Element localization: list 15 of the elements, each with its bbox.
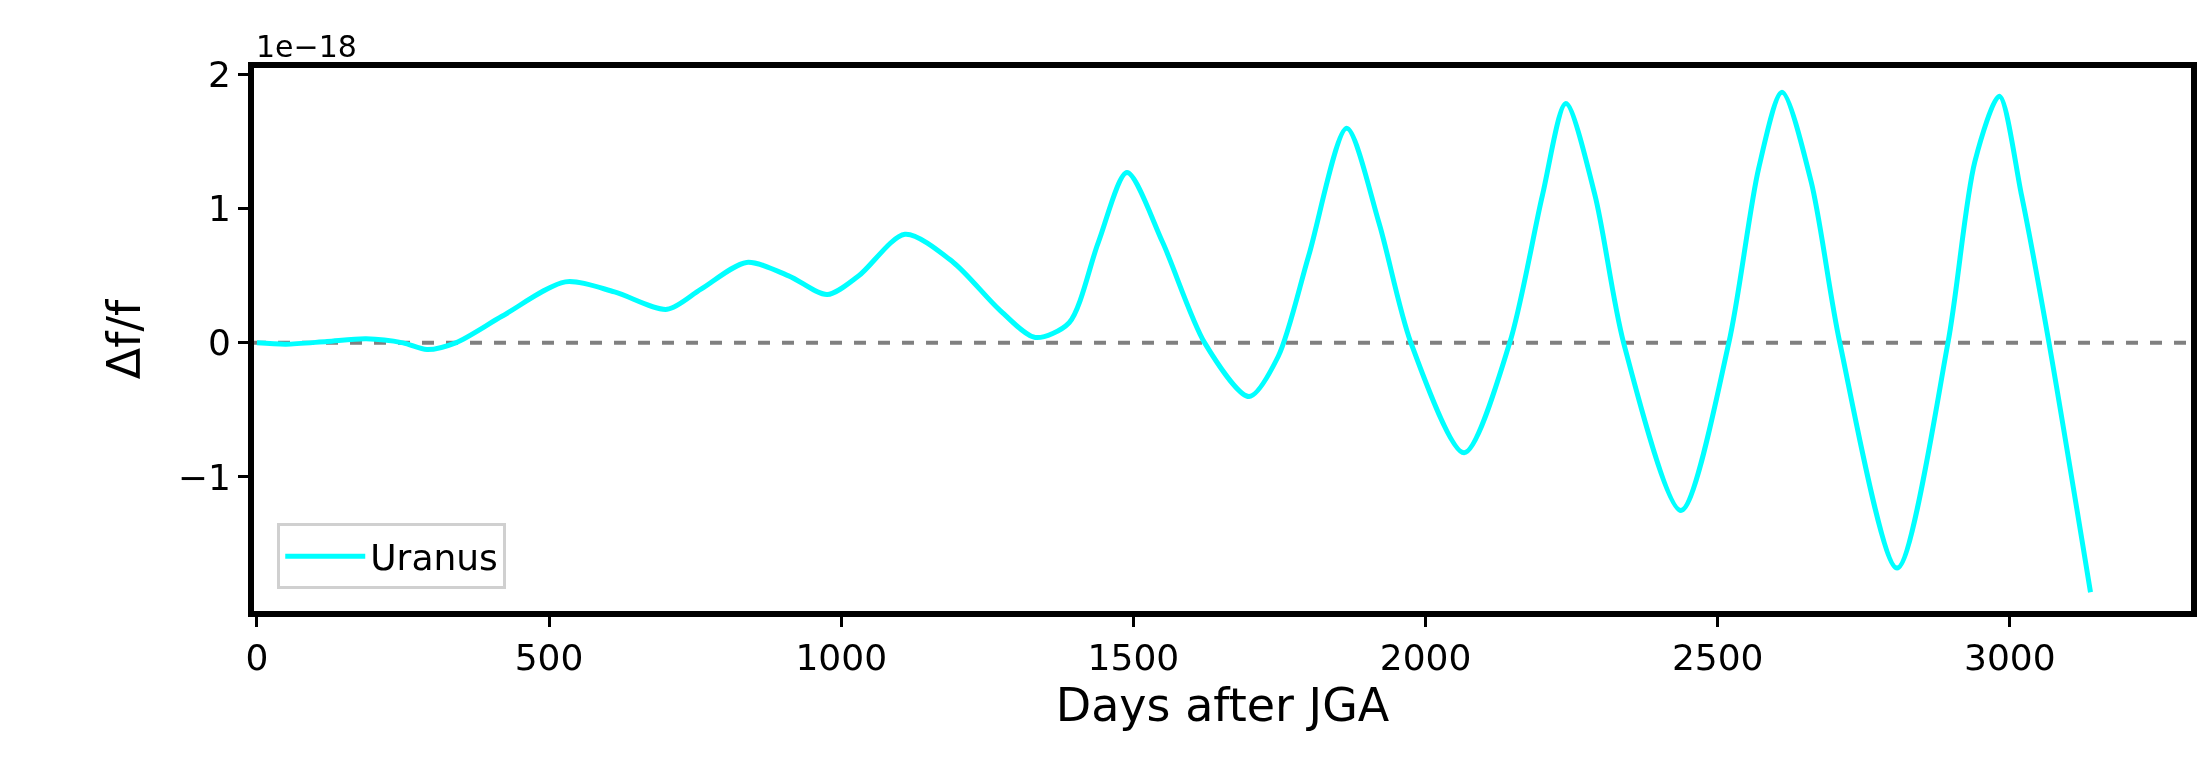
legend-label: Uranus [370,537,498,579]
x-tick-label: 2000 [1379,637,1472,679]
y-tick-label: 2 [207,54,231,96]
y-tick-label: 1 [207,188,231,230]
x-tick-label: 3000 [1964,637,2056,679]
x-tick-label: 0 [245,637,269,679]
y-tick-label: −1 [177,456,231,498]
text: 1e−18 [256,29,357,64]
x-tick-label: 2500 [1671,637,1764,679]
y-axis-title: Δf/f [96,298,151,380]
x-tick-label: 1500 [1087,637,1180,679]
y-tick-label: 0 [207,322,231,364]
x-tick-label: 500 [514,637,584,679]
x-tick-label: 1000 [795,637,888,679]
x-axis-title: Days after JGA [1055,678,1390,733]
